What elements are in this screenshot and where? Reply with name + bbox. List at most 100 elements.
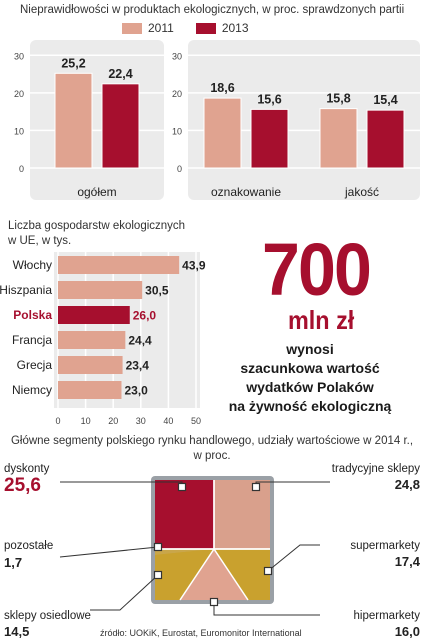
x-tick-label: 0 (55, 416, 60, 426)
x-tick-label: 30 (136, 416, 146, 426)
legend-swatch-2013 (195, 22, 216, 34)
bar-value-label: 15,8 (326, 92, 350, 106)
treemap-segments (59, 476, 330, 616)
segment-value-pozostale: 1,7 (4, 555, 23, 570)
x-tick-label: 20 (108, 416, 118, 426)
segment-divider (179, 548, 215, 601)
bar-ogółem-2013 (101, 83, 140, 169)
bar-value-label: 30,5 (145, 284, 169, 298)
segment-value-osiedlowe: 14,5 (4, 624, 30, 639)
chart-title-3-line-1: Główne segmenty polskiego rynku handlowe… (10, 435, 414, 447)
leader-marker (251, 482, 261, 492)
segment-value-supermarkety: 17,4 (394, 554, 420, 569)
bar-value-label: 24,4 (128, 334, 152, 348)
legend-swatch-2011 (122, 22, 142, 34)
y-tick-label: 20 (172, 89, 182, 99)
chart-panel-1 (188, 40, 420, 200)
segment-divider (213, 548, 249, 601)
bar-value-label: 26,0 (133, 309, 157, 323)
segment-label-supermarkety: supermarkety (350, 540, 420, 552)
segment-value-dyskonty: 25,6 (4, 475, 41, 496)
chart-title-1: Nieprawidłowości w produktach ekologiczn… (20, 4, 405, 16)
bar-jakość-2011 (319, 108, 358, 169)
source-note: źródło: UOKiK, Eurostat, Euromonitor Int… (100, 628, 302, 638)
segment-hipermarkety (180, 549, 248, 600)
highlight-unit: mln zł (288, 305, 355, 335)
bar-Polska (58, 306, 130, 324)
bar-oznakowanie-2011 (203, 97, 242, 169)
highlight-line-4: na żywność ekologiczną (228, 398, 392, 414)
chart-title-2-line-2: w UE, w tys. (8, 235, 72, 247)
bar-jakość-2013 (366, 109, 405, 169)
category-label: Grecja (17, 358, 53, 372)
highlight-line-2: szacunkowa wartość (240, 360, 380, 376)
bar-value-label: 15,6 (257, 92, 281, 106)
chart-title-2: Liczba gospodarstw ekologicznych w UE, w… (8, 219, 185, 249)
bar-Grecja (58, 356, 123, 374)
segment-supermarkety (214, 549, 270, 600)
highlight-line-3: wydatków Polaków (246, 379, 374, 395)
leader-line (59, 546, 159, 558)
y-tick-label: 0 (19, 164, 24, 174)
x-tick-label: 10 (81, 416, 91, 426)
highlight-number: 700 (262, 228, 372, 311)
bar-Włochy (58, 256, 180, 274)
legend-label-2011: 2011 (148, 21, 174, 35)
y-tick-label: 30 (14, 51, 24, 61)
leader-line (213, 602, 320, 616)
x-category-label: jakość (344, 185, 379, 199)
bar-oznakowanie-2013 (250, 108, 289, 169)
category-label: Niemcy (12, 383, 52, 397)
chart-panel-0 (30, 40, 164, 200)
leader-marker (177, 482, 187, 492)
segment-label-pozostale: pozostałe (4, 540, 54, 552)
bar-value-label: 23,4 (126, 359, 150, 373)
segment-label-hipermarkety: hipermarkety (353, 610, 420, 622)
bar-value-label: 23,0 (124, 384, 148, 398)
bar-value-label: 43,9 (182, 259, 206, 273)
y-tick-label: 10 (172, 126, 182, 136)
x-tick-label: 40 (163, 416, 173, 426)
bar-value-label: 25,2 (61, 56, 85, 70)
segment-osiedlowe (155, 549, 214, 600)
chart-title-3: Główne segmenty polskiego rynku handlowe… (0, 434, 424, 464)
bar-Niemcy (58, 381, 122, 399)
leader-line (90, 574, 159, 611)
chart-title-3-line-2: w proc. (193, 450, 231, 462)
segment-dyskonty (155, 480, 214, 549)
highlight-description: wynosi szacunkowa wartość wydatków Polak… (200, 340, 420, 416)
segment-value-hipermarkety: 16,0 (394, 624, 420, 639)
bar-Francja (58, 331, 126, 349)
segment-label-osiedlowe: sklepy osiedlowe (4, 610, 91, 622)
x-category-label: ogółem (77, 185, 116, 199)
category-label: Hiszpania (0, 283, 52, 297)
segment-value-tradycyjne: 24,8 (394, 477, 420, 492)
category-label: Francja (12, 333, 52, 347)
y-tick-label: 10 (14, 126, 24, 136)
y-tick-label: 0 (177, 164, 182, 174)
bar-Hiszpania (58, 281, 143, 299)
bar-chart-irregularities: 0 10 20 30 25,2 22,4 ogółem 0 10 20 30 18,6 15,6 ozna… (14, 40, 420, 200)
segment-label-tradycyjne: tradycyjne sklepy (331, 463, 420, 475)
bar-chart-farms: 0 10 20 30 40 50 Włochy 43,9 Hiszpania 30,5 Polska… (0, 252, 206, 426)
bar-ogółem-2011 (54, 72, 93, 169)
highlight-line-1: wynosi (286, 341, 334, 357)
y-tick-label: 30 (172, 51, 182, 61)
y-tick-label: 20 (14, 89, 24, 99)
leader-marker (263, 566, 273, 576)
category-label: Włochy (13, 258, 52, 272)
category-label: Polska (13, 308, 52, 322)
x-tick-label: 50 (191, 416, 201, 426)
bar-value-label: 18,6 (210, 81, 234, 95)
legend-label-2013: 2013 (221, 21, 249, 35)
segment-label-dyskonty: dyskonty (4, 463, 50, 475)
chart-title-2-line-1: Liczba gospodarstw ekologicznych (8, 220, 186, 232)
leader-marker (153, 570, 163, 580)
leader-marker (209, 597, 219, 607)
x-category-label: oznakowanie (211, 185, 281, 199)
leader-line (267, 544, 320, 572)
segment-tradycyjne (214, 480, 270, 549)
legend: 2011 2013 (122, 21, 249, 35)
bar-value-label: 15,4 (373, 93, 397, 107)
bar-value-label: 22,4 (108, 67, 132, 81)
